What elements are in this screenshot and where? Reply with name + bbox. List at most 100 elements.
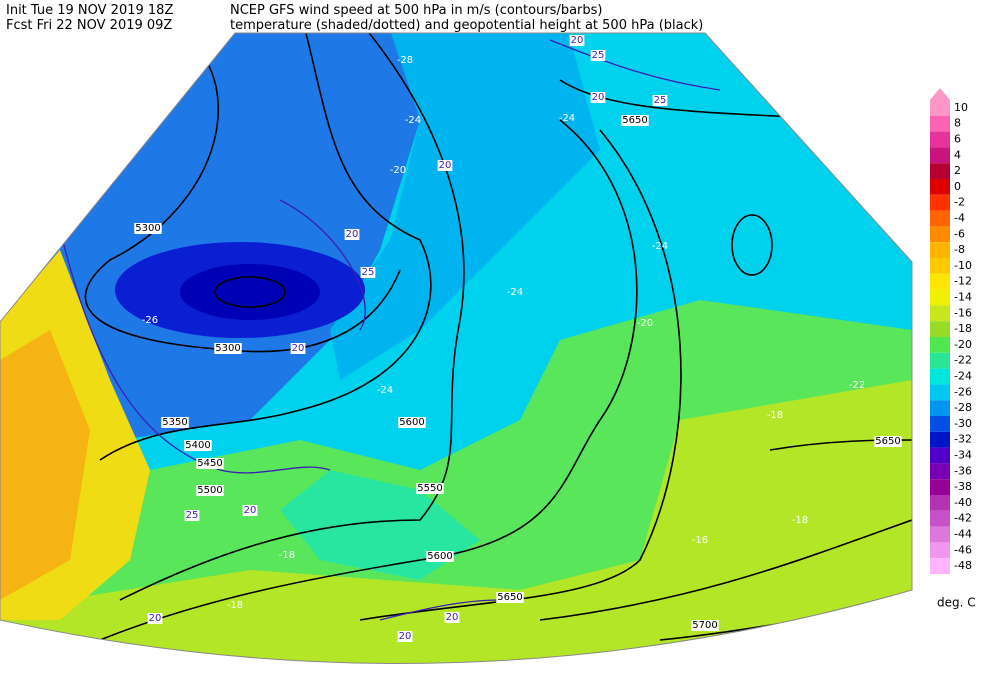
height-label-group: 5300 xyxy=(214,343,242,354)
wind-label: 20 xyxy=(399,631,412,642)
colorbar-box xyxy=(930,368,950,385)
temperature-label: -20 xyxy=(637,318,653,329)
title-line-1: NCEP GFS wind speed at 500 hPa in m/s (c… xyxy=(230,3,603,18)
wind-label: 20 xyxy=(592,92,605,103)
temperature-label: -26 xyxy=(142,315,158,326)
init-time: Init Tue 19 NOV 2019 18Z xyxy=(6,3,173,18)
temperature-label: -24 xyxy=(377,385,393,396)
colorbar-label: 10 xyxy=(954,101,968,114)
height-label: 5300 xyxy=(135,223,160,234)
colorbar-label: -2 xyxy=(954,196,965,209)
height-label-group: 5600 xyxy=(398,417,426,428)
height-label: 5300 xyxy=(215,343,240,354)
colorbar-label: -30 xyxy=(954,417,972,430)
colorbar-label: -32 xyxy=(954,433,972,446)
height-label: 5650 xyxy=(622,115,647,126)
colorbar-label: 0 xyxy=(954,180,961,193)
colorbar-box xyxy=(930,542,950,559)
shade-light-blue xyxy=(330,33,600,380)
colorbar-label: -10 xyxy=(954,259,972,272)
wind-label-group: 20 xyxy=(290,343,306,354)
height-label-box xyxy=(214,343,242,354)
colorbar-label: -36 xyxy=(954,464,972,477)
colorbar-box xyxy=(930,179,950,195)
wind-label: 20 xyxy=(446,612,459,623)
wind-label-box xyxy=(590,50,606,61)
contour-line xyxy=(99,119,638,641)
height-label-group: 5600 xyxy=(426,551,454,562)
height-label: 5600 xyxy=(399,417,424,428)
temperature-label: -22 xyxy=(849,380,865,391)
colorbar-box xyxy=(930,194,950,211)
height-label-group: 5350 xyxy=(161,417,189,428)
colorbar-label: -38 xyxy=(954,480,972,493)
colorbar-label: -48 xyxy=(954,559,972,572)
shade-orange xyxy=(0,330,90,600)
wind-label-group: 25 xyxy=(652,95,668,106)
height-label-box xyxy=(398,417,426,428)
colorbar-label: -34 xyxy=(954,449,972,462)
wind-label: 20 xyxy=(149,613,162,624)
shade-lime xyxy=(0,380,912,664)
wind-label-box xyxy=(569,35,585,46)
colorbar-label: -46 xyxy=(954,543,972,556)
colorbar-arrow xyxy=(930,88,950,100)
height-label-group: 5300 xyxy=(134,223,162,234)
colorbar-box xyxy=(930,305,950,322)
wind-label-box xyxy=(590,92,606,103)
colorbar-box xyxy=(930,337,950,353)
wind-label-box xyxy=(360,267,376,278)
height-label-group: 5450 xyxy=(196,458,224,469)
colorbar-label: -8 xyxy=(954,243,965,256)
colorbar-label: -44 xyxy=(954,528,972,541)
height-label: 5400 xyxy=(185,440,210,451)
height-label-group: 5700 xyxy=(691,620,719,631)
height-label-box xyxy=(496,592,524,603)
colorbar-box xyxy=(930,384,950,401)
wind-label-box xyxy=(652,95,668,106)
wind-label-group: 20 xyxy=(397,631,413,642)
map-border xyxy=(0,32,913,664)
wind-label-group: 20 xyxy=(437,160,453,171)
colorbar-label: 4 xyxy=(954,148,961,161)
height-label-group: 5650 xyxy=(874,436,902,447)
colorbar-box xyxy=(930,352,950,369)
colorbar-unit: deg. C xyxy=(937,596,976,610)
colorbar-box xyxy=(930,242,950,258)
contour-line xyxy=(99,33,432,461)
colorbar-box xyxy=(930,273,950,290)
colorbar-label: -14 xyxy=(954,291,972,304)
contour-line xyxy=(359,129,682,621)
colorbar-box xyxy=(930,447,950,464)
contour-line xyxy=(214,276,286,308)
height-label: 5650 xyxy=(875,436,900,447)
wind-contour xyxy=(379,599,501,621)
temperature-label: -18 xyxy=(227,600,243,611)
colorbar-box xyxy=(930,321,950,337)
colorbar-label: -16 xyxy=(954,306,972,319)
colorbar-label: -18 xyxy=(954,322,972,335)
colorbar-label: -42 xyxy=(954,512,972,525)
wind-label-box xyxy=(344,229,360,240)
colorbar-label: 8 xyxy=(954,117,961,130)
colorbar-box xyxy=(930,226,950,243)
wind-label-group: 20 xyxy=(344,229,360,240)
wind-label-group: 20 xyxy=(590,92,606,103)
temperature-label: -24 xyxy=(652,241,668,252)
colorbar-label: -24 xyxy=(954,370,972,383)
colorbar-label: -4 xyxy=(954,212,965,225)
wind-label: 20 xyxy=(292,343,305,354)
colorbar-box xyxy=(930,289,950,306)
colorbar-label: -26 xyxy=(954,385,972,398)
temperature-label: -16 xyxy=(692,535,708,546)
height-label-group: 5550 xyxy=(416,483,444,494)
height-label: 5650 xyxy=(497,592,522,603)
colorbar-label: -28 xyxy=(954,401,972,414)
height-label-box xyxy=(196,458,224,469)
colorbar-box xyxy=(930,416,950,432)
height-label: 5500 xyxy=(197,485,222,496)
colorbar-box xyxy=(930,115,950,132)
wind-label: 20 xyxy=(439,160,452,171)
colorbar-box xyxy=(930,431,950,448)
